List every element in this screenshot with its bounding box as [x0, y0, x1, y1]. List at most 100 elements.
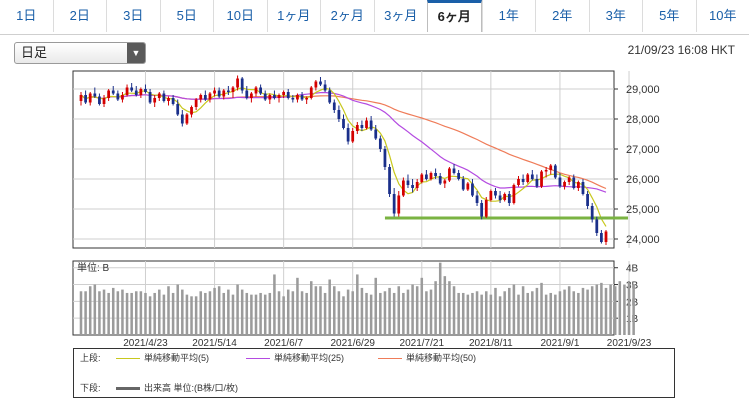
- tab-12[interactable]: 3年: [588, 0, 643, 32]
- volume-bar: [402, 292, 405, 335]
- x-tick-label: 2021/6/7: [264, 338, 303, 349]
- tab-10[interactable]: 1年: [481, 0, 536, 32]
- volume-bar: [461, 292, 465, 335]
- x-tick-label: 2021/7/21: [400, 338, 445, 349]
- candle-body: [383, 149, 387, 167]
- range-tabs: 1日 2日 3日 5日 10日 1ヶ月 2ヶ月 3ヶ月 6ヶ月 1年 2年 3年 5年 10年: [0, 0, 749, 35]
- tab-4[interactable]: 5日: [159, 0, 214, 32]
- volume-bar: [111, 287, 115, 335]
- tab-7[interactable]: 2ヶ月: [320, 0, 374, 32]
- candle-body: [190, 107, 193, 115]
- volume-bar: [333, 286, 336, 335]
- candle-body: [590, 206, 594, 220]
- tab-1[interactable]: 1日: [16, 8, 37, 23]
- candle-body: [121, 95, 124, 100]
- candle-body: [517, 179, 520, 185]
- volume-bar: [346, 289, 350, 335]
- candle-body: [148, 92, 152, 103]
- tab-11[interactable]: 2年: [535, 0, 589, 32]
- volume-bar: [438, 262, 442, 335]
- volume-bar: [544, 294, 548, 335]
- candle-body: [93, 93, 97, 97]
- candle-body: [471, 183, 474, 196]
- volume-bar: [282, 296, 285, 335]
- volume-bar: [613, 286, 617, 335]
- x-tick-label: 2021/8/11: [469, 338, 513, 349]
- chevron-down-icon: ▼: [127, 43, 145, 63]
- legend-ma25-label: 単純移動平均(25): [274, 353, 345, 363]
- candle-body: [503, 194, 507, 200]
- volume-bar: [79, 291, 83, 335]
- candle-body: [102, 98, 106, 104]
- volume-bar: [475, 291, 479, 335]
- volume-bar: [512, 284, 516, 335]
- volume-bar: [171, 292, 175, 335]
- candle-body: [600, 233, 603, 242]
- volume-bar: [139, 291, 143, 335]
- volume-bar: [342, 296, 345, 335]
- tab-6[interactable]: 1ヶ月: [266, 0, 321, 32]
- volume-bar: [93, 284, 97, 335]
- volume-bar: [222, 292, 226, 335]
- candle-body: [84, 95, 87, 103]
- volume-bar: [554, 294, 557, 335]
- candle-body: [79, 95, 83, 101]
- candle-body: [452, 168, 456, 173]
- tab-3[interactable]: 3日: [106, 0, 160, 32]
- candle-interval-select[interactable]: 日足 ▼: [14, 42, 146, 64]
- volume-bar: [273, 274, 276, 335]
- candle-body: [323, 84, 327, 91]
- tab-14[interactable]: 10年: [695, 0, 749, 32]
- volume-bar: [328, 279, 331, 335]
- legend-upper-label: 上段:: [80, 353, 101, 363]
- volume-bar: [259, 292, 262, 335]
- chart-legend: 上段: 単純移動平均(5) 単純移動平均(25) 単純移動平均(50) 下段: …: [73, 348, 675, 398]
- volume-bar: [199, 291, 203, 335]
- candle-body: [581, 182, 585, 194]
- candle-body: [378, 138, 382, 149]
- candle-body: [351, 131, 355, 142]
- candle-body: [213, 90, 216, 94]
- volume-unit-label: 単位: B: [77, 261, 110, 274]
- volume-bar: [572, 291, 576, 335]
- legend-volume-label: 出来高 単位:(B株/口/枚): [144, 383, 238, 393]
- volume-bar: [365, 292, 368, 335]
- tab-9[interactable]: 6ヶ月: [427, 0, 482, 32]
- volume-bar: [471, 292, 474, 335]
- candle-body: [540, 171, 543, 187]
- volume-bar: [452, 286, 456, 335]
- candle-body: [171, 98, 175, 104]
- candle-body: [88, 93, 92, 103]
- candle-body: [296, 95, 299, 100]
- candle-body: [291, 98, 295, 100]
- x-tick-label: 2021/4/23: [123, 338, 168, 349]
- volume-bar: [213, 287, 216, 335]
- volume-bar: [595, 284, 599, 335]
- volume-bar: [181, 289, 184, 335]
- candle-body: [116, 93, 120, 100]
- volume-bar: [609, 284, 612, 335]
- candle-body: [526, 174, 530, 182]
- volume-bar: [604, 287, 608, 335]
- volume-bar: [268, 292, 272, 335]
- tab-5[interactable]: 10日: [213, 0, 267, 32]
- candle-body: [203, 95, 207, 100]
- tab-2[interactable]: 2日: [52, 0, 107, 32]
- candle-body: [365, 120, 368, 128]
- volume-bar: [158, 289, 161, 335]
- volume-tick-label: 1B: [626, 314, 639, 325]
- candle-body: [309, 87, 313, 98]
- timestamp: 21/09/23 16:08 HKT: [627, 43, 735, 57]
- volume-bar: [227, 289, 230, 335]
- candle-body: [319, 81, 322, 85]
- candle-body: [392, 194, 396, 214]
- candle-body: [443, 180, 447, 184]
- tab-8[interactable]: 3ヶ月: [373, 0, 428, 32]
- ma5-swatch: [116, 358, 140, 360]
- candle-body: [273, 95, 276, 98]
- candle-body: [355, 125, 359, 131]
- volume-bar: [277, 291, 281, 335]
- tab-13[interactable]: 5年: [642, 0, 696, 32]
- price-tick-label: 27,000: [626, 144, 660, 156]
